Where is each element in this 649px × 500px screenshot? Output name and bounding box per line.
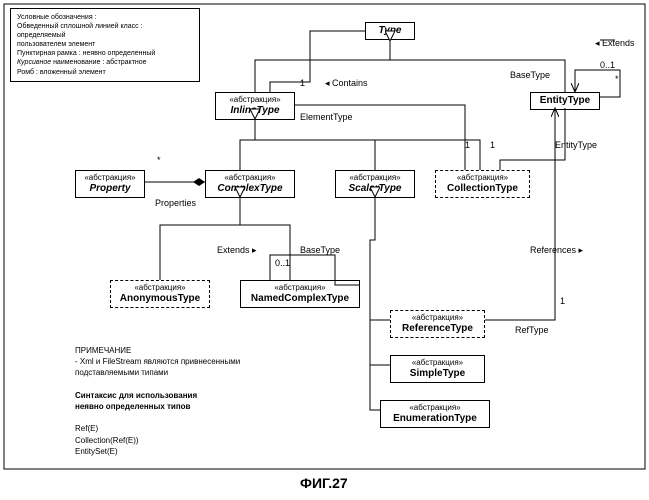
- figure-caption: ФИГ.27: [300, 475, 348, 491]
- simple-name: SimpleType: [395, 368, 480, 380]
- lbl-basetype-top: BaseType: [510, 70, 550, 80]
- complextype-stereo: «абстракция»: [210, 173, 290, 183]
- inlinetype-stereo: «абстракция»: [220, 95, 290, 105]
- legend-l1: Обведенный сплошной линией класс :: [17, 22, 193, 31]
- legend-l6: Ромб : вложенный элемент: [17, 68, 193, 77]
- collectiontype-stereo: «абстракция»: [440, 173, 525, 183]
- named-name: NamedComplexType: [245, 293, 355, 305]
- scalartype-name: ScalarType: [340, 183, 410, 195]
- legend-l5: Курсивное наименование : абстрактное: [17, 58, 193, 67]
- node-collectiontype: «абстракция» CollectionType: [435, 170, 530, 198]
- lbl-basetype-mid: BaseType: [300, 245, 340, 255]
- note-t5: неявно определенных типов: [75, 401, 325, 412]
- property-name: Property: [80, 183, 140, 195]
- entitytype-name: EntityType: [535, 95, 595, 107]
- node-referencetype: «абстракция» ReferenceType: [390, 310, 485, 338]
- anon-name: AnonymousType: [115, 293, 205, 305]
- lbl-star-a: *: [615, 74, 619, 84]
- inlinetype-name: InlineType: [220, 105, 290, 117]
- legend-box: Условные обозначения : Обведенный сплошн…: [10, 8, 200, 82]
- lbl-extends-top: ◂ Extends: [595, 38, 635, 49]
- legend-title: Условные обозначения :: [17, 13, 193, 22]
- simple-stereo: «абстракция»: [395, 358, 480, 368]
- lbl-properties: Properties: [155, 198, 196, 208]
- anon-stereo: «абстракция»: [115, 283, 205, 293]
- note-t6: Ref(E): [75, 423, 325, 434]
- note-block: ПРИМЕЧАНИЕ - Xml и FileStream являются п…: [75, 345, 325, 457]
- note-t2: - Xml и FileStream являются привнесенным…: [75, 356, 325, 367]
- node-namedcomplextype: «абстракция» NamedComplexType: [240, 280, 360, 308]
- lbl-01b: 0..1: [275, 258, 290, 268]
- legend-l3: пользователем элемент: [17, 40, 193, 49]
- lbl-references: References ▸: [530, 245, 583, 256]
- ref-stereo: «абстракция»: [395, 313, 480, 323]
- lbl-one-3: 1: [490, 140, 495, 150]
- node-type: Type: [365, 22, 415, 40]
- lbl-01a: 0..1: [600, 60, 615, 70]
- lbl-one-4: 1: [560, 296, 565, 306]
- lbl-one-2: 1: [465, 140, 470, 150]
- legend-l4: Пунктирная рамка : неявно определенный: [17, 49, 193, 58]
- property-stereo: «абстракция»: [80, 173, 140, 183]
- note-t4: Синтаксис для использования: [75, 390, 325, 401]
- type-name: Type: [370, 25, 410, 37]
- enum-name: EnumerationType: [385, 413, 485, 425]
- lbl-one-1: 1: [300, 78, 305, 88]
- note-t3: подставляемыми типами: [75, 367, 325, 378]
- legend-l5a: Курсивное: [17, 59, 51, 66]
- enum-stereo: «абстракция»: [385, 403, 485, 413]
- lbl-entitytype-r: EntityType: [555, 140, 597, 150]
- legend-l5b: наименование : абстрактное: [51, 59, 146, 66]
- node-property: «абстракция» Property: [75, 170, 145, 198]
- node-enumtype: «абстракция» EnumerationType: [380, 400, 490, 428]
- legend-l2: определяемый: [17, 31, 193, 40]
- lbl-star-b: *: [157, 155, 161, 165]
- named-stereo: «абстракция»: [245, 283, 355, 293]
- lbl-extends-mid: Extends ▸: [217, 245, 257, 256]
- node-scalartype: «абстракция» ScalarType: [335, 170, 415, 198]
- node-complextype: «абстракция» ComplexType: [205, 170, 295, 198]
- note-t7: Collection(Ref(E)): [75, 435, 325, 446]
- node-anonymoustype: «абстракция» AnonymousType: [110, 280, 210, 308]
- lbl-elementtype: ElementType: [300, 112, 353, 122]
- node-inlinetype: «абстракция» InlineType: [215, 92, 295, 120]
- collectiontype-name: CollectionType: [440, 183, 525, 195]
- node-simpletype: «абстракция» SimpleType: [390, 355, 485, 383]
- node-entitytype: EntityType: [530, 92, 600, 110]
- complextype-name: ComplexType: [210, 183, 290, 195]
- note-t8: EntitySet(E): [75, 446, 325, 457]
- lbl-contains: ◂ Contains: [325, 78, 368, 89]
- lbl-reftype: RefType: [515, 325, 549, 335]
- note-t1: ПРИМЕЧАНИЕ: [75, 345, 325, 356]
- scalartype-stereo: «абстракция»: [340, 173, 410, 183]
- ref-name: ReferenceType: [395, 323, 480, 335]
